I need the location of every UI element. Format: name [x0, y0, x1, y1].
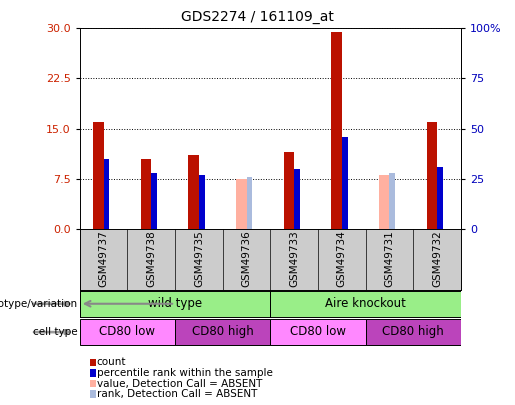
Bar	[331, 32, 342, 229]
Text: GSM49733: GSM49733	[289, 230, 299, 288]
FancyBboxPatch shape	[270, 291, 461, 317]
Text: GSM49731: GSM49731	[385, 230, 394, 288]
Bar	[236, 179, 247, 229]
Text: count: count	[97, 358, 126, 367]
Bar	[199, 175, 204, 229]
Bar	[342, 136, 348, 229]
Bar	[437, 167, 443, 229]
Bar	[426, 122, 437, 229]
Bar	[294, 168, 300, 229]
Bar	[379, 175, 389, 229]
Bar	[151, 173, 157, 229]
Bar	[389, 173, 395, 229]
Text: CD80 high: CD80 high	[192, 325, 253, 338]
Text: CD80 low: CD80 low	[290, 325, 346, 338]
Bar	[93, 122, 104, 229]
Text: GSM49736: GSM49736	[242, 230, 251, 288]
FancyBboxPatch shape	[80, 291, 270, 317]
FancyBboxPatch shape	[366, 319, 461, 345]
Text: value, Detection Call = ABSENT: value, Detection Call = ABSENT	[97, 379, 262, 388]
Text: GSM49734: GSM49734	[337, 230, 347, 288]
FancyBboxPatch shape	[80, 319, 175, 345]
Text: CD80 high: CD80 high	[383, 325, 444, 338]
Text: rank, Detection Call = ABSENT: rank, Detection Call = ABSENT	[97, 389, 257, 399]
Text: GSM49738: GSM49738	[146, 230, 156, 288]
Bar	[104, 159, 109, 229]
Text: GSM49732: GSM49732	[432, 230, 442, 288]
Text: wild type: wild type	[148, 297, 202, 310]
Text: GDS2274 / 161109_at: GDS2274 / 161109_at	[181, 10, 334, 24]
FancyBboxPatch shape	[175, 319, 270, 345]
Text: genotype/variation: genotype/variation	[0, 299, 77, 309]
FancyBboxPatch shape	[270, 319, 366, 345]
Text: CD80 low: CD80 low	[99, 325, 156, 338]
Text: Aire knockout: Aire knockout	[325, 297, 406, 310]
Text: percentile rank within the sample: percentile rank within the sample	[97, 368, 272, 378]
Text: GSM49737: GSM49737	[99, 230, 109, 288]
Bar	[284, 152, 294, 229]
Bar	[247, 177, 252, 229]
Bar	[188, 155, 199, 229]
Text: GSM49735: GSM49735	[194, 230, 204, 288]
Text: cell type: cell type	[32, 327, 77, 337]
Bar	[141, 159, 151, 229]
